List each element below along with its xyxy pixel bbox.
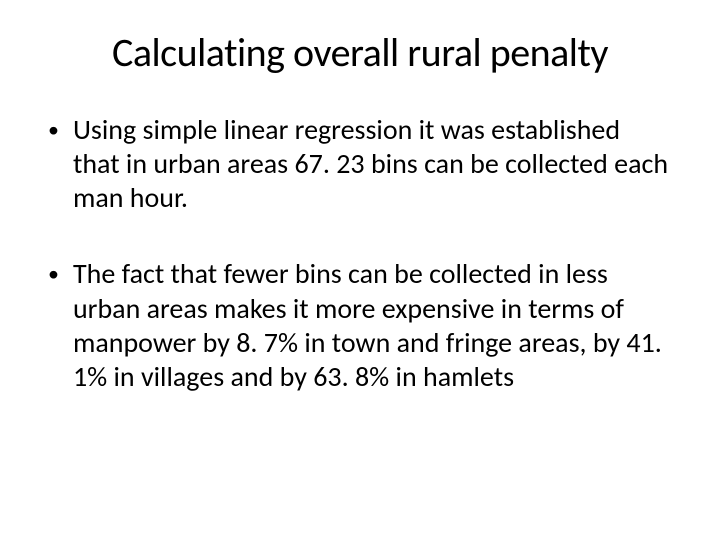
bullet-icon: •	[48, 261, 59, 288]
list-item: • The fact that fewer bins can be collec…	[48, 257, 672, 394]
bullet-icon: •	[48, 117, 59, 144]
bullet-text: Using simple linear regression it was es…	[73, 113, 672, 215]
slide-title: Calculating overall rural penalty	[48, 28, 672, 77]
bullet-list: • Using simple linear regression it was …	[48, 113, 672, 394]
bullet-text: The fact that fewer bins can be collecte…	[73, 257, 672, 394]
list-item: • Using simple linear regression it was …	[48, 113, 672, 215]
